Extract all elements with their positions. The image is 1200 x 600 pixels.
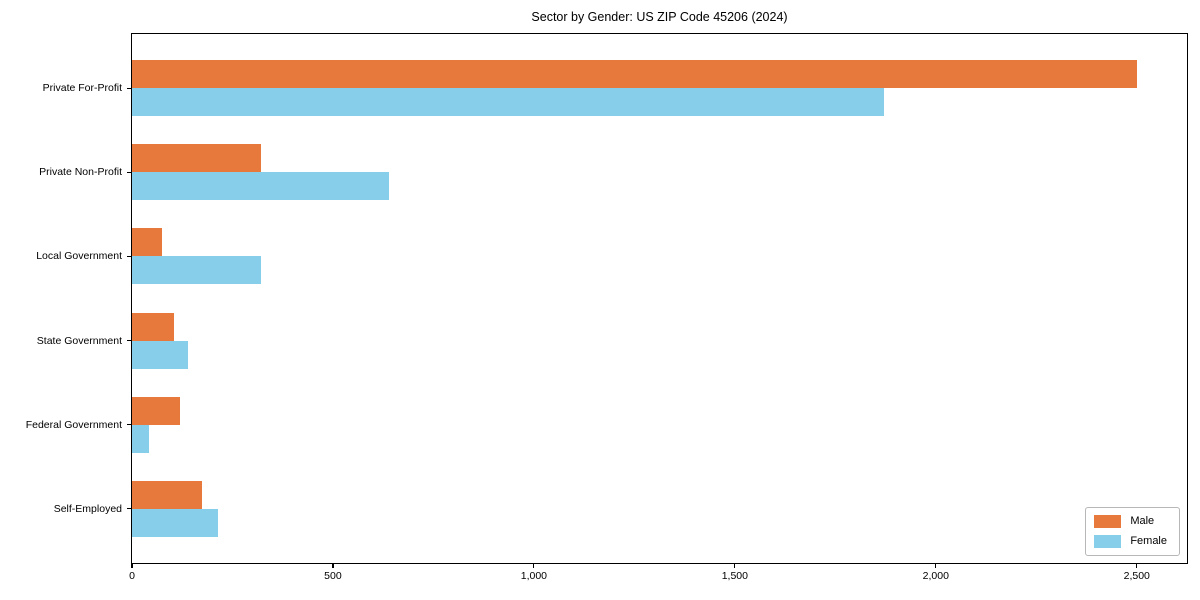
- bar-male-state-government: [132, 312, 175, 341]
- y-tick-mark: [127, 507, 131, 510]
- y-tick-mark: [127, 87, 131, 90]
- x-tick-mark: [734, 564, 736, 568]
- y-tick-mark: [127, 423, 131, 426]
- bar-male-private-for-profit: [132, 60, 1137, 89]
- bar-female-self-employed: [132, 508, 219, 537]
- x-tick-label-1: 500: [324, 570, 342, 582]
- x-tick-mark: [533, 564, 535, 568]
- bar-female-local-government: [132, 256, 261, 285]
- x-tick-label-3: 1,500: [721, 570, 748, 582]
- bar-male-local-government: [132, 228, 163, 257]
- chart-title: Sector by Gender: US ZIP Code 45206 (202…: [531, 10, 788, 24]
- x-tick-label-0: 0: [129, 570, 135, 582]
- x-tick-mark: [131, 564, 133, 568]
- legend-item-female: Female: [1094, 535, 1167, 548]
- bar-male-federal-government: [132, 396, 181, 425]
- y-tick-mark: [127, 255, 131, 258]
- y-tick-mark: [127, 339, 131, 342]
- bar-female-private-for-profit: [132, 88, 884, 117]
- bar-male-self-employed: [132, 480, 203, 509]
- x-tick-label-2: 1,000: [520, 570, 548, 582]
- y-tick-label-private-non-profit: Private Non-Profit: [39, 166, 122, 179]
- x-tick-label-5: 2,500: [1123, 570, 1150, 582]
- y-tick-mark: [127, 171, 131, 174]
- bar-female-state-government: [132, 340, 189, 369]
- legend: Male Female: [1085, 507, 1180, 556]
- y-tick-label-state-government: State Government: [36, 334, 122, 347]
- y-tick-label-local-government: Local Government: [36, 250, 122, 263]
- y-tick-label-federal-government: Federal Government: [25, 418, 122, 431]
- legend-swatch-female: [1094, 535, 1122, 548]
- legend-label-female: Female: [1130, 535, 1167, 547]
- legend-item-male: Male: [1094, 515, 1167, 528]
- bar-female-private-non-profit: [132, 172, 390, 201]
- plot-area: [131, 33, 1188, 564]
- x-tick-mark: [332, 564, 334, 568]
- bar-female-federal-government: [132, 424, 149, 453]
- legend-label-male: Male: [1130, 515, 1155, 527]
- x-tick-mark: [935, 564, 937, 568]
- y-tick-label-self-employed: Self-Employed: [53, 502, 122, 515]
- x-tick-mark: [1136, 564, 1138, 568]
- y-tick-label-private-for-profit: Private For-Profit: [42, 82, 122, 95]
- x-tick-label-4: 2,000: [922, 570, 949, 582]
- bar-male-private-non-profit: [132, 144, 261, 173]
- legend-swatch-male: [1094, 515, 1122, 528]
